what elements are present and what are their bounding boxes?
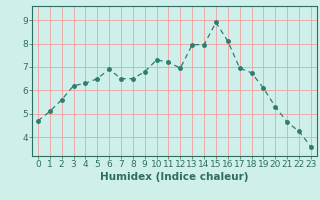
X-axis label: Humidex (Indice chaleur): Humidex (Indice chaleur) <box>100 172 249 182</box>
